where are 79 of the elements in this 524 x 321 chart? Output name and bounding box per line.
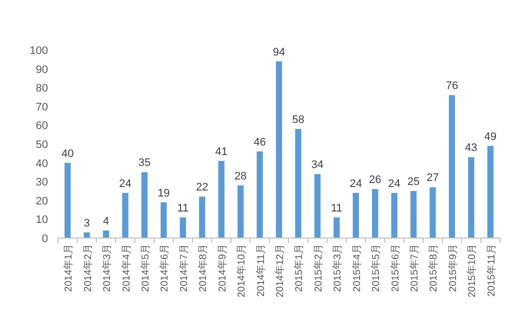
bar	[199, 196, 206, 238]
data-label: 3	[84, 217, 90, 230]
bar	[102, 230, 110, 238]
bar	[430, 187, 436, 238]
bar	[314, 174, 321, 238]
x-tick-label: 2014年7月	[178, 244, 190, 292]
bar	[141, 172, 148, 238]
bar	[372, 189, 378, 238]
y-tick-label: 50	[36, 139, 48, 151]
bar	[468, 157, 474, 238]
bar	[64, 162, 71, 238]
bar	[334, 217, 340, 238]
data-label: 28	[234, 170, 247, 182]
y-tick-label: 80	[36, 82, 48, 95]
y-tick-label: 0	[42, 233, 48, 245]
data-label: 49	[484, 130, 497, 143]
data-label: 11	[177, 202, 189, 214]
data-label: 40	[61, 148, 74, 160]
data-label: 24	[388, 178, 400, 190]
x-tick-label: 2015年8月	[428, 244, 440, 292]
bar	[295, 128, 302, 238]
bar	[276, 61, 282, 238]
data-label: 41	[215, 146, 228, 158]
y-tick-label: 10	[36, 214, 48, 226]
x-tick-label: 2015年5月	[370, 244, 382, 292]
data-label: 26	[368, 174, 382, 186]
y-tick-label: 20	[36, 195, 48, 208]
x-tick-label: 2015年3月	[332, 244, 344, 292]
x-tick-label: 2014年5月	[139, 244, 152, 292]
data-label: 22	[196, 182, 208, 194]
x-tick-label: 2015年6月	[389, 244, 402, 292]
x-tick-label: 2014年11月	[254, 244, 267, 297]
x-tick-label: 2014年9月	[216, 244, 228, 292]
data-label: 46	[254, 136, 266, 149]
data-label: 4	[102, 215, 110, 228]
y-tick-label: 40	[36, 158, 48, 170]
bar	[122, 192, 128, 238]
data-label: 43	[465, 142, 478, 154]
bar	[218, 160, 224, 238]
data-label: 58	[292, 114, 304, 126]
x-tick-label: 2014年2月	[82, 244, 94, 292]
bar	[391, 192, 398, 238]
x-tick-label: 2014年12月	[274, 244, 286, 298]
bar	[180, 217, 186, 238]
x-tick-label: 2014年4月	[120, 244, 132, 292]
bar	[448, 95, 456, 238]
y-tick-label: 30	[36, 176, 48, 189]
x-tick-label: 2014年6月	[158, 244, 171, 292]
x-tick-label: 2015年9月	[446, 244, 459, 292]
x-tick-label: 2015年1月	[293, 244, 306, 292]
data-label: 19	[158, 187, 170, 200]
x-tick-label: 2014年10月	[236, 244, 248, 298]
data-label: 25	[407, 176, 420, 188]
bar	[352, 192, 359, 238]
data-label: 35	[138, 157, 151, 170]
data-label: 11	[330, 202, 342, 214]
bar	[160, 202, 167, 238]
data-label: 24	[350, 178, 362, 190]
data-label: 27	[426, 172, 439, 184]
data-label: 34	[311, 159, 324, 172]
x-tick-label: 2015年2月	[312, 244, 324, 292]
x-tick-label: 2015年7月	[408, 244, 421, 292]
data-label: 76	[446, 80, 458, 92]
y-tick-label: 60	[36, 120, 48, 132]
bar	[256, 152, 263, 238]
x-tick-label: 2015年11月	[485, 244, 498, 297]
data-label: 94	[272, 46, 286, 58]
x-tick-label: 2015年4月	[350, 244, 363, 292]
bar	[410, 191, 417, 238]
y-tick-label: 100	[30, 45, 48, 57]
x-tick-label: 2014年8月	[197, 244, 210, 292]
y-tick-label: 70	[36, 101, 48, 114]
bar	[237, 185, 244, 238]
data-label: 24	[119, 178, 132, 190]
x-tick-label: 2014年3月	[101, 244, 114, 292]
bar	[487, 146, 494, 238]
x-tick-label: 2014年1月	[62, 244, 75, 292]
x-tick-label: 2015年10月	[466, 244, 478, 298]
y-tick-label: 90	[36, 64, 48, 76]
